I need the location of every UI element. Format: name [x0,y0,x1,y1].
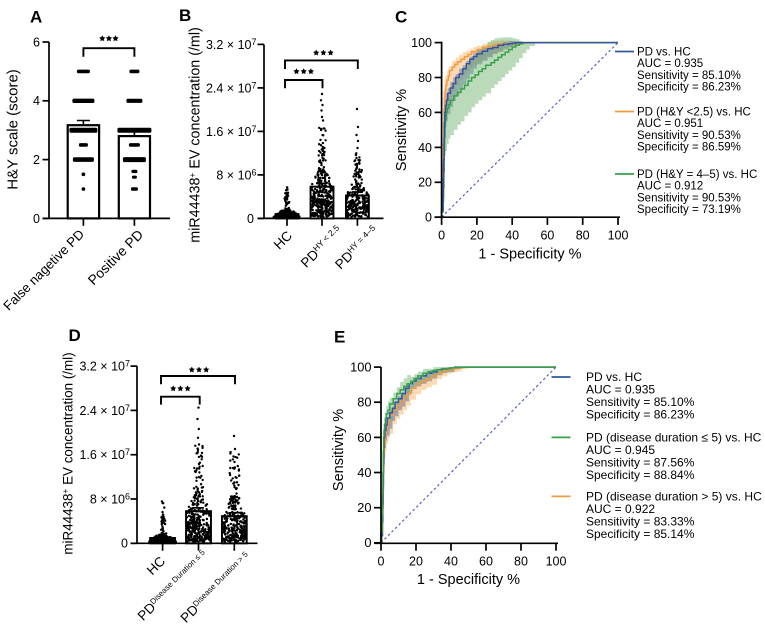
svg-text:PD vs. HC: PD vs. HC [586,370,642,384]
svg-text:AUC = 0.945: AUC = 0.945 [586,443,655,457]
svg-text:PD (H&Y <2.5) vs. HC: PD (H&Y <2.5) vs. HC [637,107,751,119]
svg-text:100: 100 [411,36,432,50]
svg-text:8 × 106: 8 × 106 [216,167,256,182]
svg-text:Sensitivity %: Sensitivity % [394,89,410,171]
svg-text:Specificity = 88.84%: Specificity = 88.84% [586,468,695,482]
svg-text:Sensitivity = 85.10%: Sensitivity = 85.10% [586,395,695,409]
svg-text:100: 100 [608,229,629,243]
svg-text:0: 0 [378,555,385,569]
svg-text:D: D [69,326,81,345]
svg-text:Specificity = 86.23%: Specificity = 86.23% [586,407,695,421]
svg-text:100: 100 [350,360,371,375]
svg-text:H&Y scale (score): H&Y scale (score) [5,69,22,190]
svg-text:60: 60 [357,430,371,445]
svg-text:miR44438+ EV concentration (/m: miR44438+ EV concentration (/ml) [187,27,204,243]
svg-text:60: 60 [540,229,554,243]
svg-text:Sensitivity = 83.33%: Sensitivity = 83.33% [586,514,695,528]
svg-text:Specificity = 85.14%: Specificity = 85.14% [586,527,695,541]
svg-text:AUC = 0.935: AUC = 0.935 [637,58,703,70]
svg-text:1 - Specificity %: 1 - Specificity % [417,572,520,588]
svg-text:100: 100 [546,555,567,569]
svg-text:60: 60 [418,106,432,120]
svg-text:0: 0 [247,212,254,226]
svg-text:80: 80 [418,71,432,85]
svg-text:2.4 × 107: 2.4 × 107 [206,80,257,95]
svg-text:80: 80 [514,555,528,569]
svg-text:40: 40 [505,229,519,243]
svg-text:1 - Specificity %: 1 - Specificity % [478,247,581,263]
svg-text:2: 2 [33,153,40,167]
svg-text:Sensitivity = 85.10%: Sensitivity = 85.10% [637,70,741,82]
svg-text:C: C [395,8,407,27]
svg-text:miR44438+ EV concentration (/m: miR44438+ EV concentration (/ml) [60,352,76,554]
svg-text:20: 20 [357,500,371,515]
svg-text:Specificity = 86.23%: Specificity = 86.23% [637,82,741,94]
svg-text:40: 40 [444,555,458,569]
svg-text:0: 0 [121,537,128,551]
svg-text:0: 0 [364,535,371,550]
svg-text:8 × 106: 8 × 106 [90,491,130,506]
svg-text:PD vs. HC: PD vs. HC [637,47,691,59]
svg-text:20: 20 [418,176,432,190]
svg-text:6: 6 [33,35,40,49]
svg-text:Sensitivity = 90.53%: Sensitivity = 90.53% [637,130,741,142]
svg-text:PD (H&Y = 4–5) vs. HC: PD (H&Y = 4–5) vs. HC [637,169,757,181]
svg-text:4: 4 [33,94,40,108]
svg-text:1.6 × 107: 1.6 × 107 [79,447,130,462]
svg-text:80: 80 [357,395,371,410]
svg-text:AUC = 0.912: AUC = 0.912 [637,181,703,193]
svg-text:AUC = 0.922: AUC = 0.922 [586,502,655,516]
svg-text:Specificity = 73.19%: Specificity = 73.19% [637,204,741,216]
svg-text:0: 0 [33,212,40,226]
svg-text:Sensitivity = 87.56%: Sensitivity = 87.56% [586,455,695,469]
svg-text:40: 40 [418,141,432,155]
svg-text:Sensitivity %: Sensitivity % [331,409,347,491]
svg-text:40: 40 [357,465,371,480]
svg-text:A: A [30,8,42,27]
svg-text:PD (disease duration > 5) vs.: PD (disease duration > 5) vs. HC [586,490,762,504]
svg-text:20: 20 [409,555,423,569]
svg-text:60: 60 [479,555,493,569]
svg-text:1.6 × 107: 1.6 × 107 [206,124,257,139]
svg-text:E: E [334,328,345,347]
svg-text:B: B [179,6,191,25]
svg-text:0: 0 [438,229,445,243]
svg-text:3.2 × 107: 3.2 × 107 [206,37,257,52]
svg-text:AUC = 0.935: AUC = 0.935 [586,383,655,397]
svg-text:Sensitivity = 90.53%: Sensitivity = 90.53% [637,192,741,204]
svg-text:80: 80 [576,229,590,243]
svg-text:2.4 × 107: 2.4 × 107 [79,403,130,418]
svg-text:0: 0 [425,211,432,225]
svg-text:AUC = 0.951: AUC = 0.951 [637,118,703,130]
svg-text:PD (disease duration ≤ 5) vs.: PD (disease duration ≤ 5) vs. HC [586,431,762,445]
svg-text:3.2 × 107: 3.2 × 107 [79,359,130,374]
svg-text:20: 20 [470,229,484,243]
svg-text:Specificity = 86.59%: Specificity = 86.59% [637,142,741,154]
